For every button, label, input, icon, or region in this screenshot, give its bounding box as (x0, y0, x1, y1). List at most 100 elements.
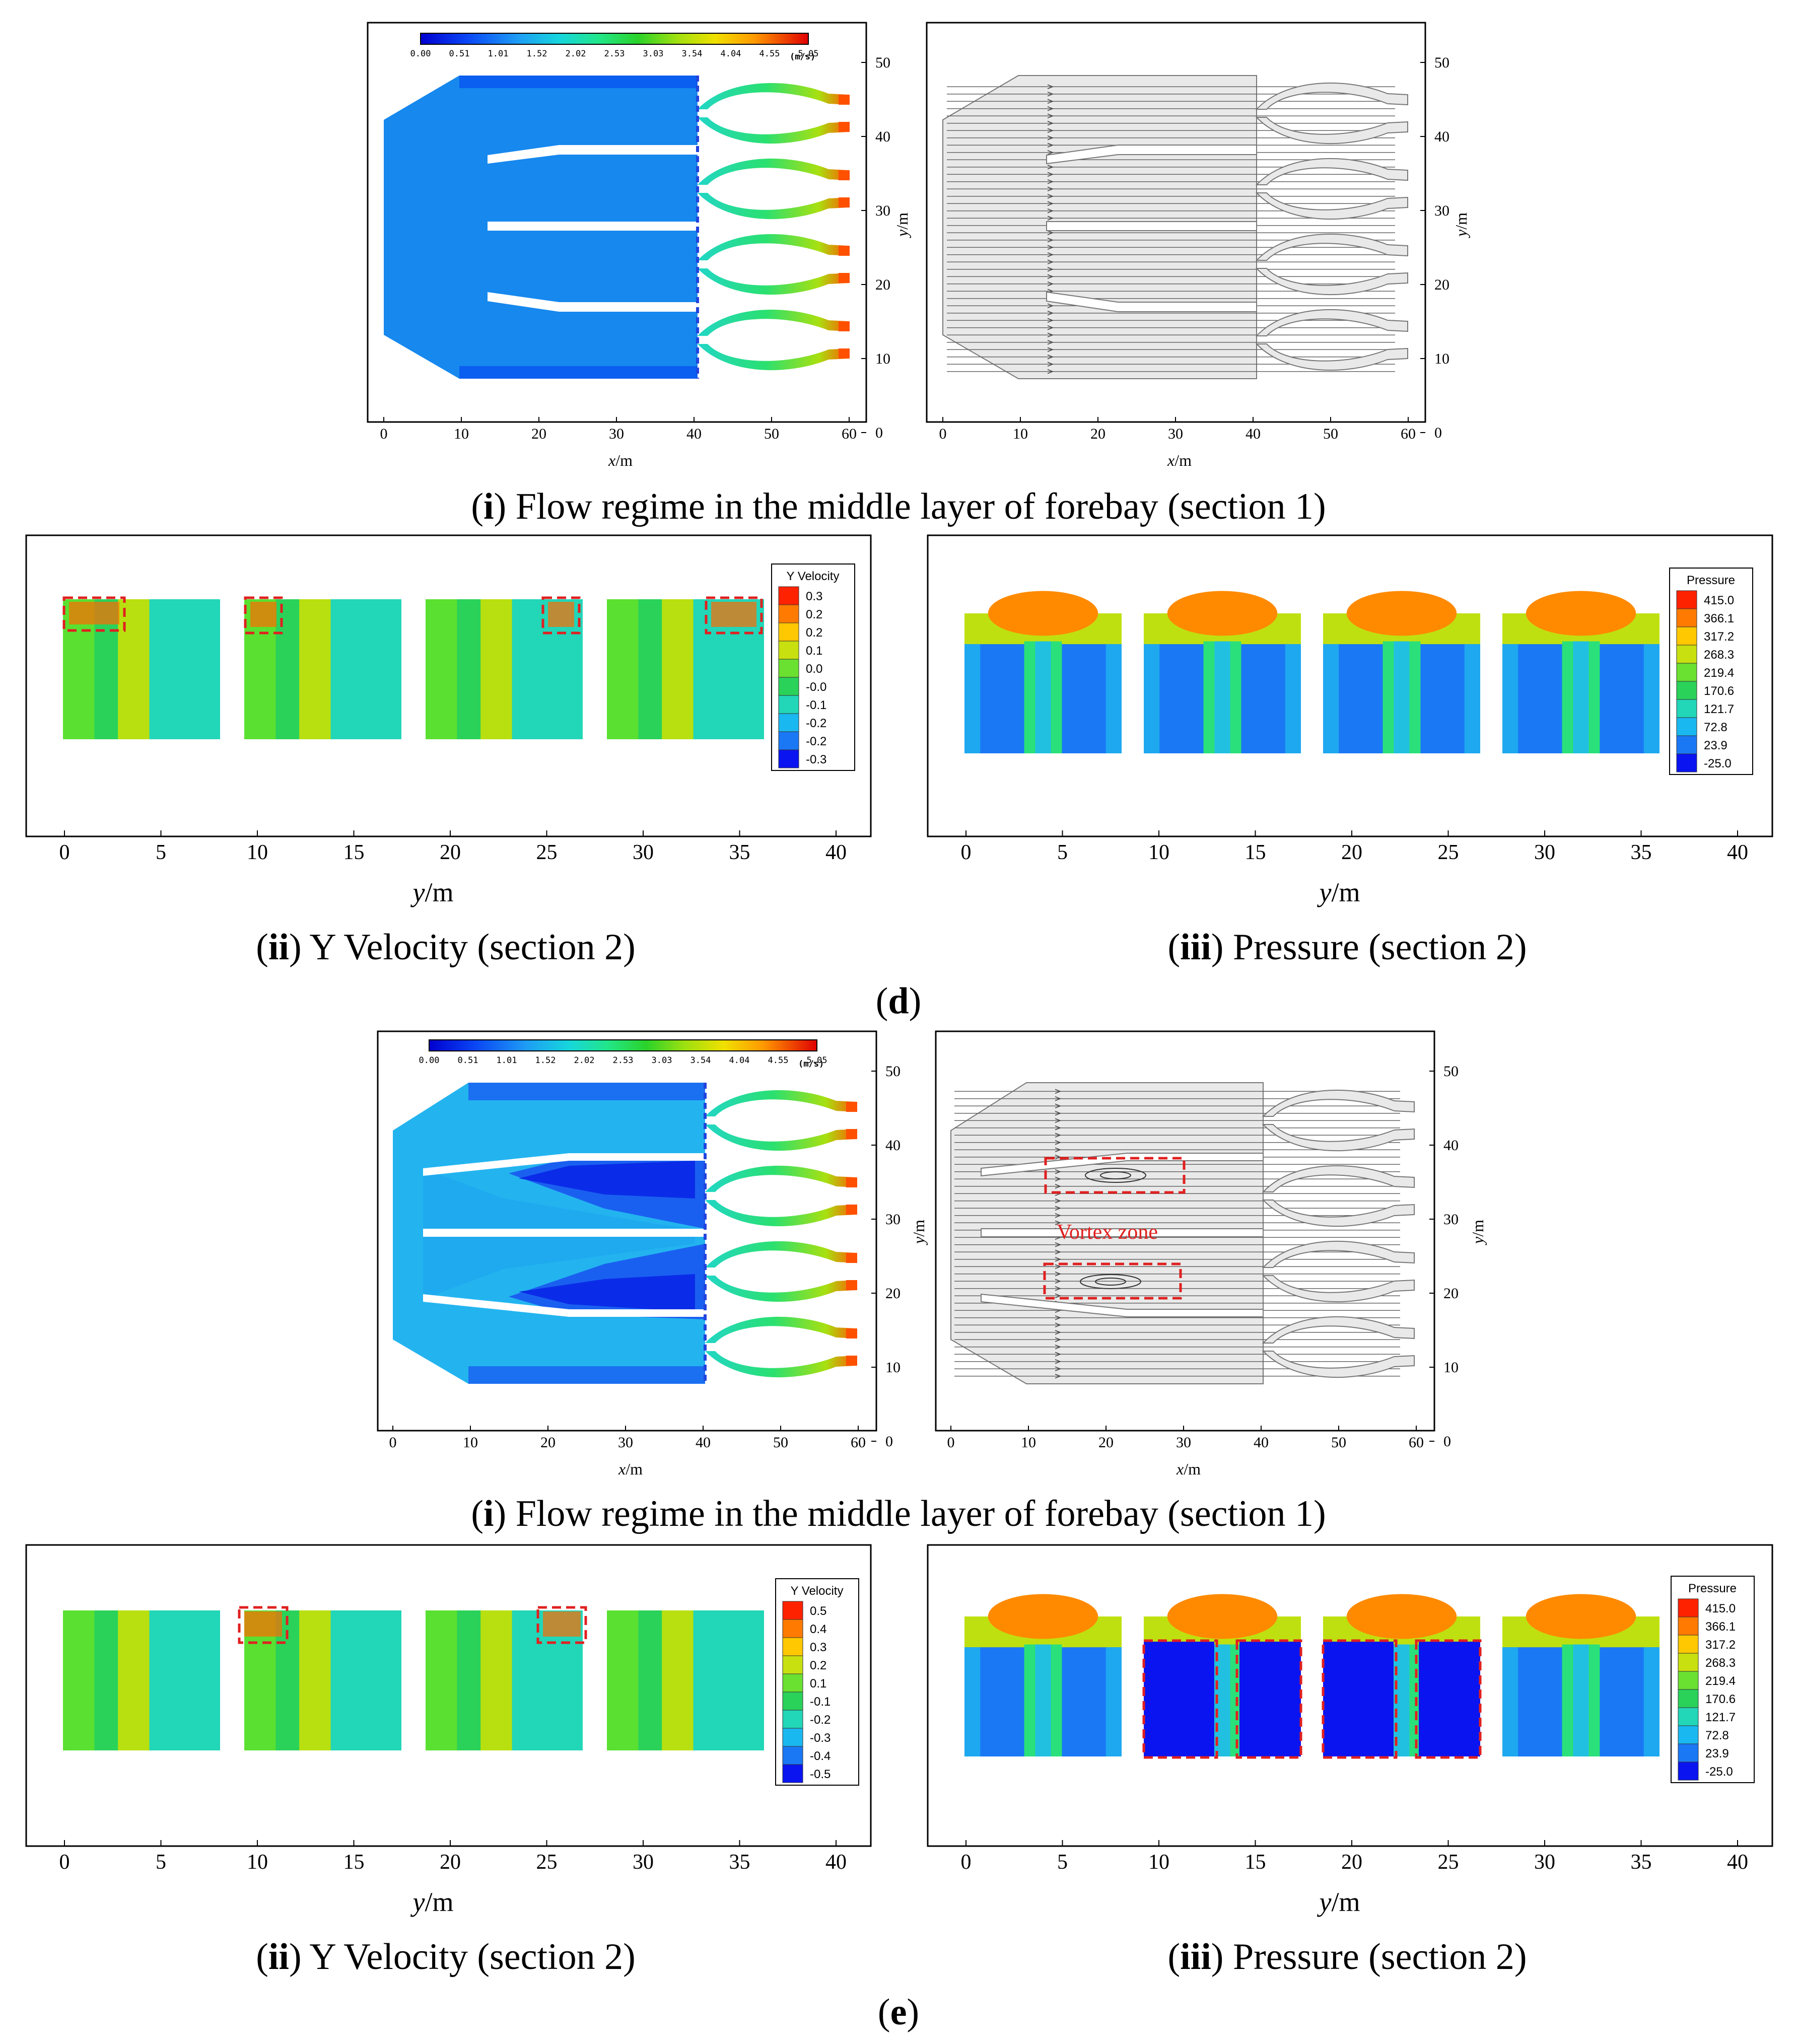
x-tick-label: 60 (1409, 1434, 1424, 1451)
section-contour-block (1502, 591, 1660, 753)
x-axis-label: y/m (1317, 1887, 1360, 1917)
y-tick-label: 30 (875, 202, 890, 219)
y-velocity-legend: Y Velocity 0.5 0.4 0.3 0.2 0.1 -0.1 -0.2 -0.3 -0.… (775, 1578, 859, 1786)
x-tick-label: 60 (1401, 426, 1416, 442)
y-tick-label: 40 (875, 128, 890, 145)
colorbar-tick-label: 3.54 (690, 1055, 711, 1066)
legend-value: 317.2 (1705, 1638, 1736, 1652)
colorbar-tick-label: 4.04 (721, 49, 741, 59)
colorbar-unit: (m/s) (798, 1059, 824, 1069)
x-tick-label: 30 (633, 1851, 654, 1874)
colorbar-tick-labels: 0.00 0.51 1.01 1.52 2.02 2.53 3.03 3.54 4.04 4.55… (410, 49, 819, 59)
colorbar-tick-label: 3.03 (643, 49, 664, 59)
x-tick-label: 20 (440, 841, 461, 864)
pressure-sections (964, 591, 1660, 753)
colorbar-unit: (m/s) (790, 52, 815, 62)
y-tick-label: 10 (875, 350, 890, 367)
x-tick-label: 20 (1341, 841, 1362, 864)
highlight-box (536, 1606, 587, 1644)
highlight-box (705, 596, 763, 635)
x-tick-label: 35 (1631, 1851, 1652, 1874)
legend-title: Y Velocity (791, 1584, 844, 1598)
legend-title: Y Velocity (787, 570, 840, 583)
legend-title: Pressure (1687, 574, 1735, 587)
legend-value: 72.8 (1704, 721, 1727, 734)
velocity-colorbar (429, 1039, 817, 1051)
highlight-box (62, 596, 126, 632)
y-tick-label: 10 (1434, 350, 1449, 367)
colorbar-tick-label: 1.52 (527, 49, 547, 59)
x-tick-label: 15 (1245, 1851, 1266, 1874)
outlet-pipes-gray (1255, 83, 1408, 371)
section-contour-block (63, 1610, 220, 1750)
x-tick-label: 0 (939, 426, 947, 442)
y-tick-label: 20 (875, 276, 890, 293)
y-tick-label: 10 (1443, 1359, 1459, 1376)
x-axis-ticks: 0 10 20 30 40 50 60 (380, 417, 857, 442)
colorbar-tick-label: 0.51 (458, 1055, 478, 1066)
x-axis-label: y/m (1317, 877, 1360, 907)
panel-e-pressure-plot: Pressure 415.0 366.1 317.2 268.3 219.4 170.6 12… (927, 1544, 1773, 1874)
x-tick-label: 40 (1727, 1851, 1748, 1874)
x-tick-label: 50 (773, 1434, 788, 1451)
section-contour-block (1144, 591, 1301, 753)
x-tick-label: 25 (1438, 1851, 1459, 1874)
highlight-box (541, 596, 581, 635)
x-tick-label: 10 (247, 841, 268, 864)
legend-value: 170.6 (1704, 684, 1734, 698)
colorbar-tick-label: 2.02 (574, 1055, 595, 1066)
y-axis-ticks: 50 40 30 20 10 0 (871, 1063, 901, 1450)
outlet-pipes (698, 83, 850, 371)
x-tick-label: 25 (536, 841, 558, 864)
x-tick-label: 10 (1021, 1434, 1036, 1451)
y-velocity-sections (63, 1606, 764, 1750)
section-contour-block (607, 1610, 764, 1750)
x-tick-label: 10 (247, 1851, 268, 1874)
x-tick-label: 25 (536, 1851, 558, 1874)
y-velocity-sections (62, 596, 764, 739)
panel-e-streamline-plot: Vortex zone 0 10 20 30 40 50 60 50 40 30 20 10 0 (935, 1030, 1459, 1451)
colorbar-tick-label: 4.55 (768, 1055, 789, 1066)
colorbar-tick-label: 2.53 (604, 49, 625, 59)
x-axis-ticks: 0 5 10 15 20 25 30 35 40 (59, 1840, 847, 1874)
x-tick-label: 40 (825, 841, 847, 864)
x-tick-label: 10 (1148, 841, 1169, 864)
x-tick-label: 40 (825, 1851, 847, 1874)
x-tick-label: 5 (1057, 841, 1068, 864)
x-tick-label: 60 (842, 426, 857, 442)
colorbar-tick-label: 2.53 (613, 1055, 634, 1066)
colorbar-tick-label: 3.03 (652, 1055, 672, 1066)
legend-value: 268.3 (1704, 648, 1734, 662)
x-tick-label: 15 (343, 841, 365, 864)
low-pressure-box (1322, 1639, 1398, 1759)
x-axis-label: y/m (410, 877, 454, 907)
legend-value: 219.4 (1705, 1674, 1736, 1688)
x-tick-label: 15 (343, 1851, 365, 1874)
y-tick-label: 50 (875, 54, 890, 71)
low-pressure-box (1235, 1639, 1302, 1759)
colorbar-tick-label: 1.52 (535, 1055, 556, 1066)
y-axis-ticks: 50 40 30 20 10 0 (861, 54, 890, 441)
y-tick-label: 50 (1434, 54, 1449, 71)
pressure-legend: Pressure 415.0 366.1 317.2 268.3 219.4 170.6 12… (1671, 1576, 1755, 1783)
x-axis-label: y/m (410, 1887, 454, 1917)
x-tick-label: 20 (1098, 1434, 1114, 1451)
x-tick-label: 20 (440, 1851, 461, 1874)
legend-value: 317.2 (1704, 630, 1734, 644)
legend-value: 366.1 (1704, 612, 1734, 625)
y-velocity-legend: Y Velocity 0.3 0.2 0.2 0.1 0.0 -0.0 -0.1 -0.2 -0.… (771, 563, 855, 771)
x-axis-label: x/m (1167, 451, 1192, 469)
section-contour-block (1323, 591, 1480, 753)
y-tick-label: 30 (885, 1211, 901, 1228)
section-contour-block (964, 1594, 1122, 1756)
colorbar-tick-label: 4.55 (759, 49, 780, 59)
x-tick-label: 30 (1176, 1434, 1191, 1451)
legend-value: 23.9 (1705, 1747, 1729, 1760)
legend-value: 0.1 (810, 1677, 826, 1690)
caption-e-i: (i) Flow regime in the middle layer of f… (471, 1493, 1326, 1534)
outlet-pipes-gray (1262, 1090, 1415, 1378)
colorbar-tick-labels: 0.00 0.51 1.01 1.52 2.02 2.53 3.03 3.54 4.04 4.55… (419, 1055, 827, 1066)
legend-value: -0.0 (806, 680, 826, 694)
y-tick-label: 0 (1443, 1433, 1451, 1450)
x-tick-label: 30 (633, 841, 654, 864)
